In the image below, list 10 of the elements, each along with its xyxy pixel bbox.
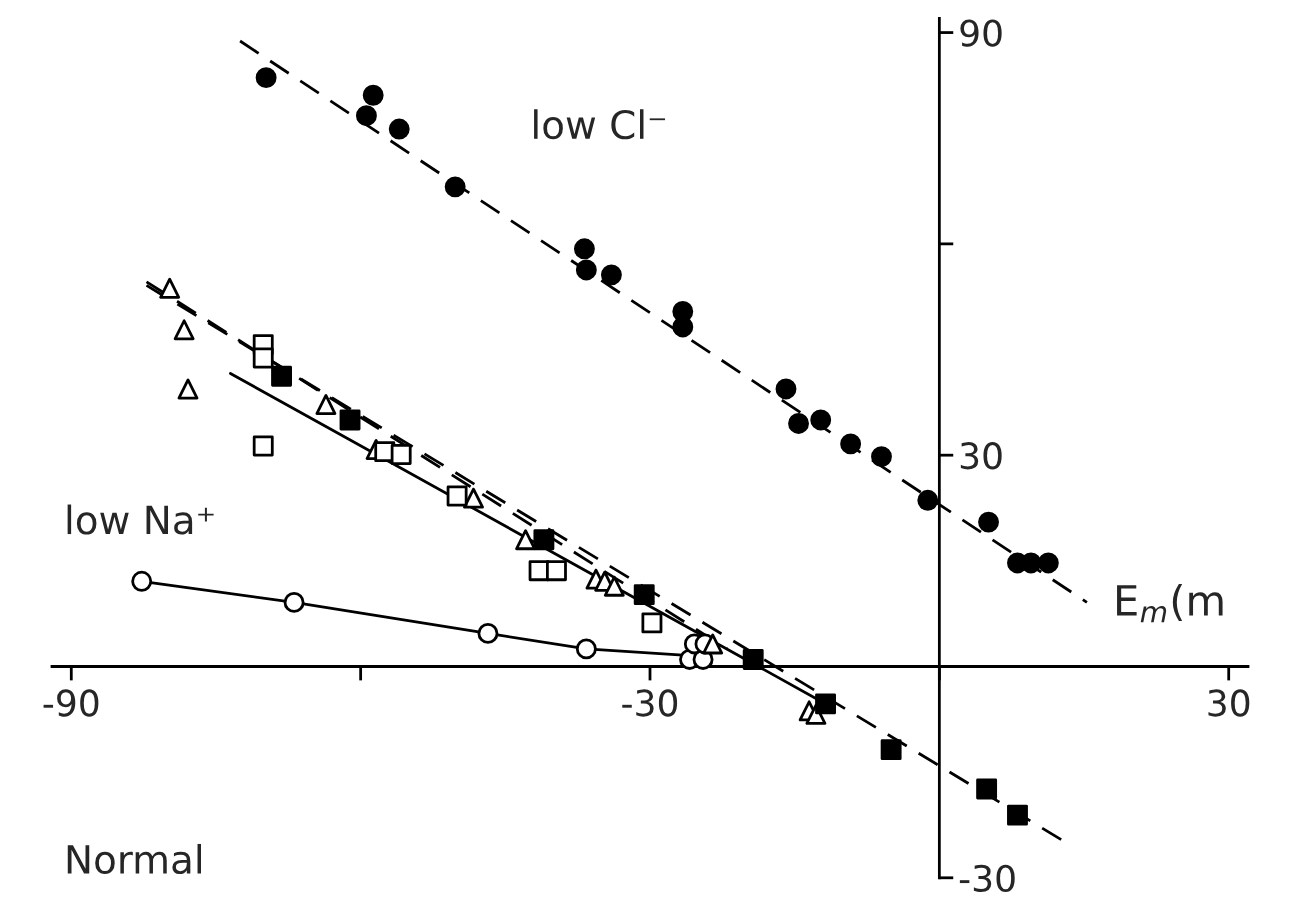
y-tick-label: 90 (960, 19, 1002, 47)
y-tick-label: 30 (960, 442, 1002, 470)
x-tick-label: -90 (43, 689, 99, 717)
x-tick-label: 30 (1208, 689, 1250, 717)
annotation: low Cl⁻ (534, 109, 666, 140)
x-tick-label: -30 (622, 689, 678, 717)
annotation: Normal (67, 843, 202, 875)
x-axis-title: E$_{m}$(m (1117, 583, 1223, 623)
y-tick-label: -30 (959, 864, 1015, 893)
annotation: low Na⁺ (67, 504, 214, 535)
